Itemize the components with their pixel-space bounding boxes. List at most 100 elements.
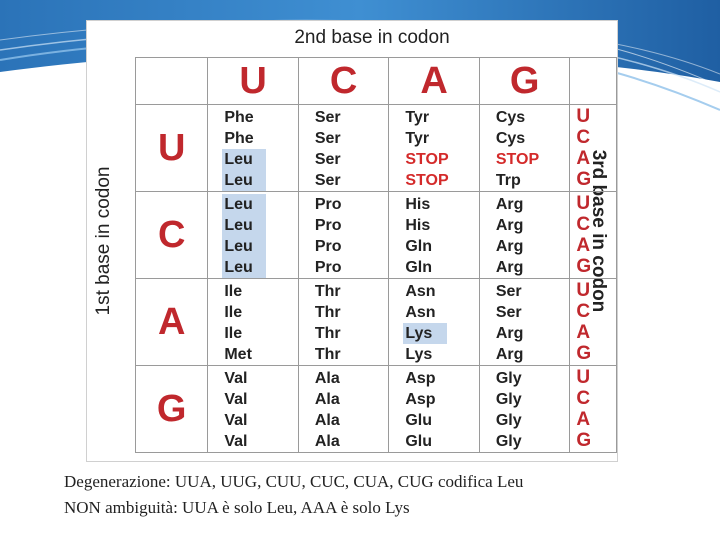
amino-acid: Val xyxy=(224,370,248,387)
third-base: C xyxy=(576,301,591,322)
amino-acid-leu-highlighted: Leu xyxy=(222,170,267,191)
amino-acid: Val xyxy=(224,433,248,450)
caption-degeneracy: Degenerazione: UUA, UUG, CUU, CUC, CUA, … xyxy=(64,472,524,491)
stop-codon: STOP xyxy=(495,151,540,168)
amino-acid: Gly xyxy=(495,412,522,429)
second-base-u: U xyxy=(207,57,299,105)
third-base: C xyxy=(576,388,591,409)
table-row: A Ile Ile Ile Met Thr Thr Thr Thr Asn As… xyxy=(134,278,617,366)
third-base: G xyxy=(576,430,592,451)
amino-acid: His xyxy=(405,196,431,213)
amino-acid-cell: Cys Cys STOP Trp xyxy=(478,104,571,192)
third-base: G xyxy=(576,256,592,277)
amino-acid: Lys xyxy=(405,346,433,363)
amino-acid: Arg xyxy=(495,325,524,342)
second-base-row: U C A G xyxy=(134,57,617,105)
amino-acid: Ala xyxy=(314,433,340,450)
amino-acid-cell: Val Val Val Val xyxy=(207,365,299,453)
third-base: U xyxy=(576,193,591,214)
amino-acid-cell: Pro Pro Pro Pro xyxy=(297,191,390,279)
amino-acid-leu-highlighted: Leu xyxy=(222,257,267,278)
amino-acid-leu-highlighted: Leu xyxy=(222,215,267,236)
amino-acid: Glu xyxy=(405,433,433,450)
second-base-c: C xyxy=(297,57,390,105)
amino-acid: Thr xyxy=(314,325,341,342)
amino-acid: Ser xyxy=(314,130,341,147)
amino-acid: Gly xyxy=(495,433,522,450)
amino-acid: Ser xyxy=(495,283,522,300)
table-corner xyxy=(134,57,209,105)
amino-acid-cell: Gly Gly Gly Gly xyxy=(478,365,571,453)
first-base-header: 1st base in codon xyxy=(93,166,114,316)
amino-acid-cell: Leu Leu Leu Leu xyxy=(207,191,299,279)
amino-acid: Ile xyxy=(224,325,243,342)
amino-acid: Thr xyxy=(314,283,341,300)
amino-acid: Ser xyxy=(314,151,341,168)
caption-non-ambiguity: NON ambiguità: UUA è solo Leu, AAA è sol… xyxy=(64,498,410,517)
amino-acid-cell: Arg Arg Arg Arg xyxy=(478,191,571,279)
amino-acid: Asp xyxy=(405,391,436,408)
amino-acid: Arg xyxy=(495,259,524,276)
amino-acid: Arg xyxy=(495,346,524,363)
amino-acid: Pro xyxy=(314,259,342,276)
second-base-g: G xyxy=(478,57,571,105)
third-base-cell: U C A G xyxy=(569,278,617,366)
amino-acid: Ala xyxy=(314,412,340,429)
amino-acid: Ile xyxy=(224,283,243,300)
second-base-header: 2nd base in codon xyxy=(294,27,450,48)
amino-acid: Ala xyxy=(314,370,340,387)
amino-acid-cell: Ser Ser Arg Arg xyxy=(478,278,571,366)
codon-table: U C A G U Phe Phe Leu Leu Ser Ser Ser Se… xyxy=(134,57,617,453)
third-base: A xyxy=(576,322,591,343)
amino-acid: Val xyxy=(224,412,248,429)
amino-acid-leu-highlighted: Leu xyxy=(222,149,267,170)
amino-acid: Asp xyxy=(405,370,436,387)
amino-acid: Tyr xyxy=(405,130,430,147)
amino-acid: Gly xyxy=(495,370,522,387)
table-row: G Val Val Val Val Ala Ala Ala Ala Asp As… xyxy=(134,365,617,453)
third-base: U xyxy=(576,106,591,127)
genetic-code-table-figure: 2nd base in codon 1st base in codon 3rd … xyxy=(86,20,618,462)
third-base: C xyxy=(576,127,591,148)
amino-acid: Met xyxy=(224,346,252,363)
table-row: C Leu Leu Leu Leu Pro Pro Pro Pro His Hi… xyxy=(134,191,617,279)
amino-acid: Gln xyxy=(405,259,433,276)
first-base-a: A xyxy=(134,278,209,366)
amino-acid-cell: Thr Thr Thr Thr xyxy=(297,278,390,366)
amino-acid-cell: Phe Phe Leu Leu xyxy=(207,104,299,192)
third-base: G xyxy=(576,169,592,190)
amino-acid: Thr xyxy=(314,304,341,321)
amino-acid: Ser xyxy=(314,172,341,189)
amino-acid: Thr xyxy=(314,346,341,363)
amino-acid: Glu xyxy=(405,412,433,429)
amino-acid: Pro xyxy=(314,217,342,234)
amino-acid-leu-highlighted: Leu xyxy=(222,236,267,257)
third-base: G xyxy=(576,343,592,364)
third-base: U xyxy=(576,280,591,301)
stop-codon: STOP xyxy=(405,151,449,168)
amino-acid: His xyxy=(405,217,431,234)
amino-acid: Phe xyxy=(224,130,254,147)
amino-acid-lys-highlighted: Lys xyxy=(403,323,448,344)
first-base-u: U xyxy=(134,104,209,192)
amino-acid-leu-highlighted: Leu xyxy=(222,194,267,215)
third-base: A xyxy=(576,409,591,430)
amino-acid: Trp xyxy=(495,172,521,189)
amino-acid: Pro xyxy=(314,238,342,255)
amino-acid: Cys xyxy=(495,109,526,126)
amino-acid-cell: Asp Asp Glu Glu xyxy=(388,365,480,453)
third-base-cell: U C A G xyxy=(569,365,617,453)
amino-acid: Arg xyxy=(495,196,524,213)
amino-acid: Tyr xyxy=(405,109,430,126)
amino-acid: Ser xyxy=(495,304,522,321)
amino-acid: Asn xyxy=(405,304,436,321)
amino-acid: Phe xyxy=(224,109,254,126)
amino-acid: Ser xyxy=(314,109,341,126)
amino-acid-cell: Ile Ile Ile Met xyxy=(207,278,299,366)
amino-acid: Arg xyxy=(495,217,524,234)
first-base-g: G xyxy=(134,365,209,453)
first-base-c: C xyxy=(134,191,209,279)
amino-acid: Asn xyxy=(405,283,436,300)
first-base-header-container: 1st base in codon xyxy=(91,81,117,401)
amino-acid: Ala xyxy=(314,391,340,408)
